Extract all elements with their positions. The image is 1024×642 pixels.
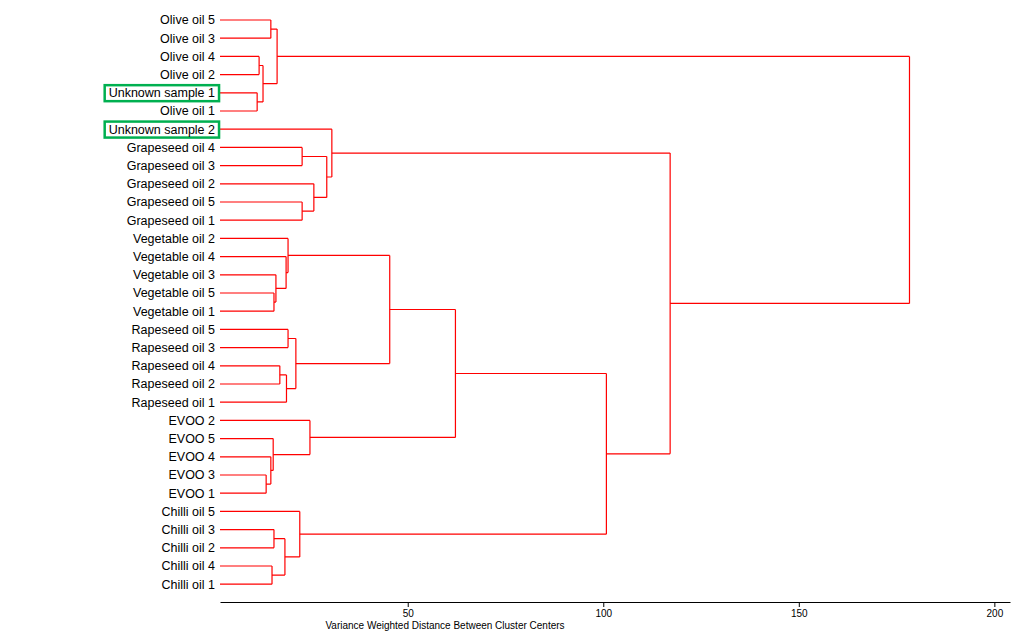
leaf-label: Vegetable oil 4 bbox=[133, 250, 215, 264]
leaf-label: Chilli oil 2 bbox=[162, 541, 216, 555]
leaf-labels: Olive oil 5 Olive oil 3 Olive oil 4 Olive o… bbox=[105, 13, 219, 591]
leaf-label: Unknown sample 1 bbox=[109, 86, 215, 100]
dendrogram-link bbox=[220, 147, 302, 165]
x-axis-title: Variance Weighted Distance Between Clust… bbox=[325, 620, 564, 631]
leaf-label: Chilli oil 4 bbox=[162, 559, 216, 573]
tick: 200 bbox=[987, 602, 1004, 619]
highlight-box bbox=[105, 85, 219, 101]
dendrogram-link bbox=[220, 238, 288, 272]
leaf-label: Chilli oil 3 bbox=[162, 523, 216, 537]
links bbox=[220, 20, 909, 584]
dendrogram-link bbox=[220, 530, 274, 548]
dendrogram-link bbox=[220, 184, 314, 211]
dendrogram-link bbox=[220, 566, 272, 584]
axis-line bbox=[221, 602, 1011, 603]
leaf-label: Olive oil 1 bbox=[160, 104, 215, 118]
dendrogram-link bbox=[220, 457, 271, 484]
leaf-label: Rapeseed oil 1 bbox=[132, 396, 215, 410]
tick-mark bbox=[603, 602, 604, 607]
leaf-label: EVOO 3 bbox=[168, 468, 215, 482]
leaf-label: EVOO 1 bbox=[168, 487, 215, 501]
chart: Olive oil 5 Olive oil 3 Olive oil 4 Olive o… bbox=[0, 0, 1024, 642]
dendrogram-link bbox=[332, 153, 670, 454]
dendrogram-link bbox=[263, 29, 277, 84]
dendrogram-link bbox=[277, 56, 909, 303]
leaf-label: Unknown sample 2 bbox=[109, 123, 215, 137]
dendrogram-link bbox=[220, 129, 332, 177]
dendrogram-link bbox=[310, 309, 455, 437]
dendrogram-link bbox=[286, 339, 295, 389]
dendrogram-link bbox=[257, 66, 263, 102]
leaf-label: Grapeseed oil 1 bbox=[127, 214, 215, 228]
leaf-label: Grapeseed oil 4 bbox=[127, 141, 215, 155]
leaf-label: Chilli oil 5 bbox=[162, 505, 216, 519]
leaf-label: Grapeseed oil 3 bbox=[127, 159, 215, 173]
leaf-label: EVOO 5 bbox=[168, 432, 215, 446]
dendrogram-link bbox=[220, 511, 300, 557]
tick-mark bbox=[994, 602, 995, 607]
dendrogram-link bbox=[220, 366, 280, 384]
leaf-label: Grapeseed oil 2 bbox=[127, 177, 215, 191]
leaf-label: Olive oil 3 bbox=[160, 32, 215, 46]
dendrogram-link bbox=[220, 439, 273, 471]
dendrogram-link bbox=[220, 475, 266, 493]
leaf-label: Vegetable oil 1 bbox=[133, 305, 215, 319]
leaf-label: EVOO 2 bbox=[168, 414, 215, 428]
leaf-label: Vegetable oil 2 bbox=[133, 232, 215, 246]
tick: 150 bbox=[791, 602, 808, 619]
tick-label: 150 bbox=[791, 608, 808, 619]
dendrogram-link bbox=[220, 375, 286, 402]
tick-label: 100 bbox=[595, 608, 612, 619]
leaf-label: Vegetable oil 3 bbox=[133, 268, 215, 282]
leaf-label: Chilli oil 1 bbox=[162, 578, 216, 592]
dendrogram-link bbox=[288, 255, 390, 363]
highlight-box bbox=[105, 122, 219, 138]
leaf-label: Rapeseed oil 2 bbox=[132, 377, 215, 391]
dendrogram-link bbox=[220, 56, 259, 74]
dendrogram-link bbox=[220, 275, 276, 302]
tick-mark bbox=[799, 602, 800, 607]
dendrogram-link bbox=[220, 20, 271, 38]
leaf-label: EVOO 4 bbox=[168, 450, 215, 464]
leaf-label: Grapeseed oil 5 bbox=[127, 195, 215, 209]
dendrogram-link bbox=[300, 373, 607, 534]
dendrogram-link bbox=[220, 329, 288, 347]
leaf-label: Olive oil 5 bbox=[160, 13, 215, 27]
leaf-label: Rapeseed oil 5 bbox=[132, 323, 215, 337]
tick-mark bbox=[408, 602, 409, 607]
tick: 50 bbox=[403, 602, 415, 619]
dendrogram-link bbox=[220, 93, 257, 111]
x-axis: 50 100 150 200 bbox=[221, 602, 1011, 619]
leaf-label: Rapeseed oil 3 bbox=[132, 341, 215, 355]
tick: 100 bbox=[595, 602, 612, 619]
dendrogram-link bbox=[272, 539, 285, 575]
leaf-label: Olive oil 4 bbox=[160, 50, 215, 64]
dendrogram-link bbox=[302, 157, 327, 198]
leaf-label: Rapeseed oil 4 bbox=[132, 359, 215, 373]
tick-label: 50 bbox=[403, 608, 415, 619]
tick-label: 200 bbox=[987, 608, 1004, 619]
dendrogram-link bbox=[220, 293, 274, 311]
leaf-label: Vegetable oil 5 bbox=[133, 286, 215, 300]
dendrogram-link bbox=[220, 420, 310, 454]
dendrogram-link bbox=[220, 257, 286, 289]
leaf-label: Olive oil 2 bbox=[160, 68, 215, 82]
dendrogram-link bbox=[220, 202, 302, 220]
